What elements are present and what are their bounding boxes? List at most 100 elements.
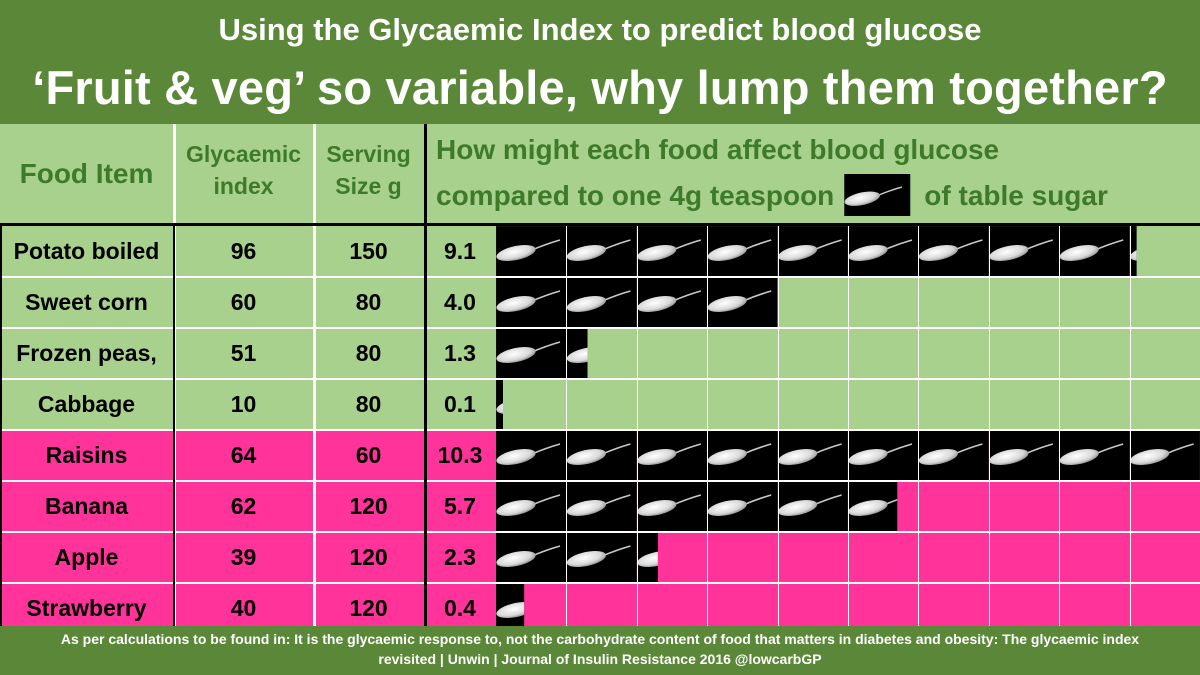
- header-glycaemic-index: Glycaemic index: [185, 141, 302, 199]
- chart-gridline: [778, 226, 779, 626]
- row-food-name: Raisins: [45, 442, 128, 468]
- footer-citation: As per calculations to be found in: It i…: [10, 629, 1190, 669]
- row-teaspoon-value: 0.1: [444, 391, 476, 417]
- teaspoon-bar-segment: [848, 226, 919, 277]
- teaspoon-bar-segment: [496, 277, 567, 328]
- teaspoon-bar-segment: [636, 532, 658, 583]
- teaspoon-bar-segment: [566, 226, 637, 277]
- teaspoon-bar-segment: [848, 481, 898, 532]
- teaspoon-bar-segment: [636, 430, 708, 481]
- row-divider: [0, 480, 1200, 482]
- teaspoon-bar-segment: [636, 481, 708, 532]
- row-teaspoon-value: 2.3: [444, 544, 476, 570]
- row-food-name: Strawberry: [26, 595, 147, 621]
- title-line-1: Using the Glycaemic Index to predict blo…: [218, 12, 982, 47]
- row-food-name: Apple: [54, 544, 119, 570]
- table-row: [0, 379, 1200, 430]
- chart-gridline: [1059, 226, 1060, 626]
- title-banner: [0, 0, 1200, 124]
- teaspoon-bar-segment: [707, 481, 778, 532]
- teaspoon-bar-segment: [636, 226, 708, 277]
- row-divider: [0, 531, 1200, 533]
- row-teaspoon-value: 9.1: [444, 238, 476, 264]
- row-food-name: Frozen peas,: [16, 340, 157, 366]
- teaspoon-bar-segment: [566, 430, 637, 481]
- row-food-name: Sweet corn: [25, 289, 148, 315]
- chart-gridline: [989, 226, 990, 626]
- header-question-line-2: compared to one 4g teaspoon of table sug…: [436, 176, 1196, 216]
- teaspoon-bar-segment: [918, 226, 989, 277]
- title-line-2: ‘Fruit & veg’ so variable, why lump them…: [32, 61, 1168, 114]
- row-serving-size: 80: [355, 289, 382, 315]
- row-divider: [0, 582, 1200, 584]
- row-divider: [0, 276, 1200, 278]
- row-serving-size: 80: [355, 391, 382, 417]
- header-question-line-2b: of table sugar: [924, 180, 1108, 211]
- row-glycaemic-index: 51: [230, 340, 257, 366]
- table-left-border: [0, 226, 2, 626]
- teaspoon-bar-segment: [1129, 226, 1137, 277]
- row-serving-size: 120: [349, 493, 388, 519]
- row-serving-size: 120: [349, 595, 388, 621]
- teaspoon-bar-segment: [777, 481, 848, 532]
- header-divider: [0, 223, 1200, 226]
- footer-banner: [0, 626, 1200, 675]
- row-glycaemic-index: 10: [230, 391, 257, 417]
- row-serving-size: 150: [349, 238, 388, 264]
- row-glycaemic-index: 96: [230, 238, 257, 264]
- teaspoon-bar-segment: [707, 430, 778, 481]
- teaspoon-bar-segment: [496, 379, 504, 430]
- teaspoon-bar-segment: [988, 430, 1060, 481]
- teaspoon-bar-segment: [496, 226, 567, 277]
- chart-gridline: [637, 226, 638, 626]
- chart-left-border: [424, 124, 427, 626]
- teaspoon-bar-segment: [707, 277, 778, 328]
- teaspoon-bar-segment: [496, 481, 567, 532]
- sugar-teaspoon-icon: [844, 174, 911, 216]
- teaspoon-bar-segment: [777, 430, 848, 481]
- row-food-name: Cabbage: [37, 391, 136, 417]
- teaspoon-bar-segment: [566, 532, 637, 583]
- teaspoon-bar-segment: [1129, 430, 1200, 481]
- teaspoon-bar-segment: [848, 430, 919, 481]
- row-divider: [0, 378, 1200, 380]
- row-teaspoon-value: 1.3: [444, 340, 476, 366]
- teaspoon-bar-segment: [707, 226, 778, 277]
- row-glycaemic-index: 62: [230, 493, 257, 519]
- row-serving-size: 60: [355, 442, 382, 468]
- row-glycaemic-index: 60: [230, 289, 257, 315]
- header-question-line-2a: compared to one 4g teaspoon: [436, 180, 835, 211]
- teaspoon-bar-segment: [1059, 226, 1130, 277]
- teaspoon-bar-segment: [496, 532, 567, 583]
- chart-gridline: [707, 226, 708, 626]
- table-header: [0, 124, 1200, 224]
- table-row: [0, 328, 1200, 379]
- row-divider: [0, 429, 1200, 431]
- row-food-name: Banana: [44, 493, 129, 519]
- footer-line-2: revisited | Unwin | Journal of Insulin R…: [378, 651, 822, 667]
- chart-gridline: [848, 226, 849, 626]
- table-row: [0, 583, 1200, 634]
- column-border: [173, 226, 175, 626]
- header-food-item: Food Item: [19, 158, 154, 189]
- teaspoon-bar-segment: [496, 328, 567, 379]
- header-question-line-1: How might each food affect blood glucose: [436, 134, 1000, 165]
- teaspoon-bar-segment: [566, 481, 637, 532]
- header-serving-size: Serving Size g: [326, 141, 411, 199]
- row-serving-size: 80: [355, 340, 382, 366]
- row-glycaemic-index: 39: [230, 544, 257, 570]
- column-divider: [313, 124, 316, 626]
- row-glycaemic-index: 64: [230, 442, 257, 468]
- chart-gridline: [918, 226, 919, 626]
- row-teaspoon-value: 4.0: [444, 289, 476, 315]
- row-teaspoon-value: 10.3: [437, 442, 483, 468]
- teaspoon-bar-segment: [566, 277, 637, 328]
- row-divider: [0, 327, 1200, 329]
- teaspoon-bar-segment: [1059, 430, 1130, 481]
- footer-line-1: As per calculations to be found in: It i…: [60, 631, 1140, 647]
- row-food-name: Potato boiled: [13, 238, 160, 264]
- teaspoon-bar-segment: [496, 430, 567, 481]
- row-glycaemic-index: 40: [230, 595, 257, 621]
- chart-gridline: [1130, 226, 1131, 626]
